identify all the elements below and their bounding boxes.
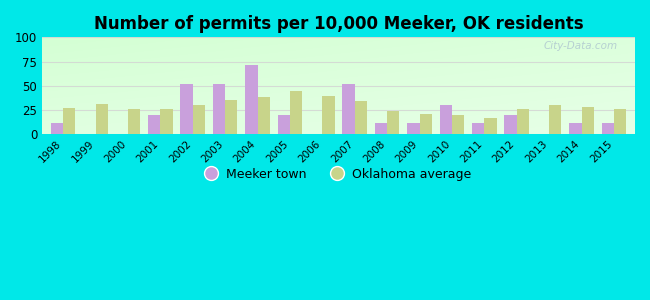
Title: Number of permits per 10,000 Meeker, OK residents: Number of permits per 10,000 Meeker, OK …	[94, 15, 583, 33]
Bar	[439, 105, 452, 134]
Bar	[452, 115, 464, 134]
Bar	[257, 98, 270, 134]
Legend: Meeker town, Oklahoma average: Meeker town, Oklahoma average	[206, 168, 471, 181]
Bar	[375, 123, 387, 134]
Bar	[181, 84, 193, 134]
Bar	[419, 114, 432, 134]
Bar	[213, 84, 225, 134]
Bar	[322, 96, 335, 134]
Text: City-Data.com: City-Data.com	[543, 41, 618, 51]
Bar	[128, 109, 140, 134]
Bar	[193, 105, 205, 134]
Bar	[51, 123, 63, 134]
Bar	[582, 107, 594, 134]
Bar	[569, 123, 582, 134]
Bar	[148, 115, 161, 134]
Bar	[472, 123, 484, 134]
Bar	[161, 109, 173, 134]
Bar	[290, 91, 302, 134]
Bar	[278, 115, 290, 134]
Bar	[484, 118, 497, 134]
Bar	[96, 104, 108, 134]
Bar	[245, 65, 257, 134]
Bar	[602, 123, 614, 134]
Bar	[408, 123, 419, 134]
Bar	[504, 115, 517, 134]
Bar	[549, 105, 562, 134]
Bar	[343, 84, 355, 134]
Bar	[387, 111, 400, 134]
Bar	[517, 109, 529, 134]
Bar	[355, 101, 367, 134]
Bar	[63, 108, 75, 134]
Bar	[614, 109, 626, 134]
Bar	[225, 100, 237, 134]
